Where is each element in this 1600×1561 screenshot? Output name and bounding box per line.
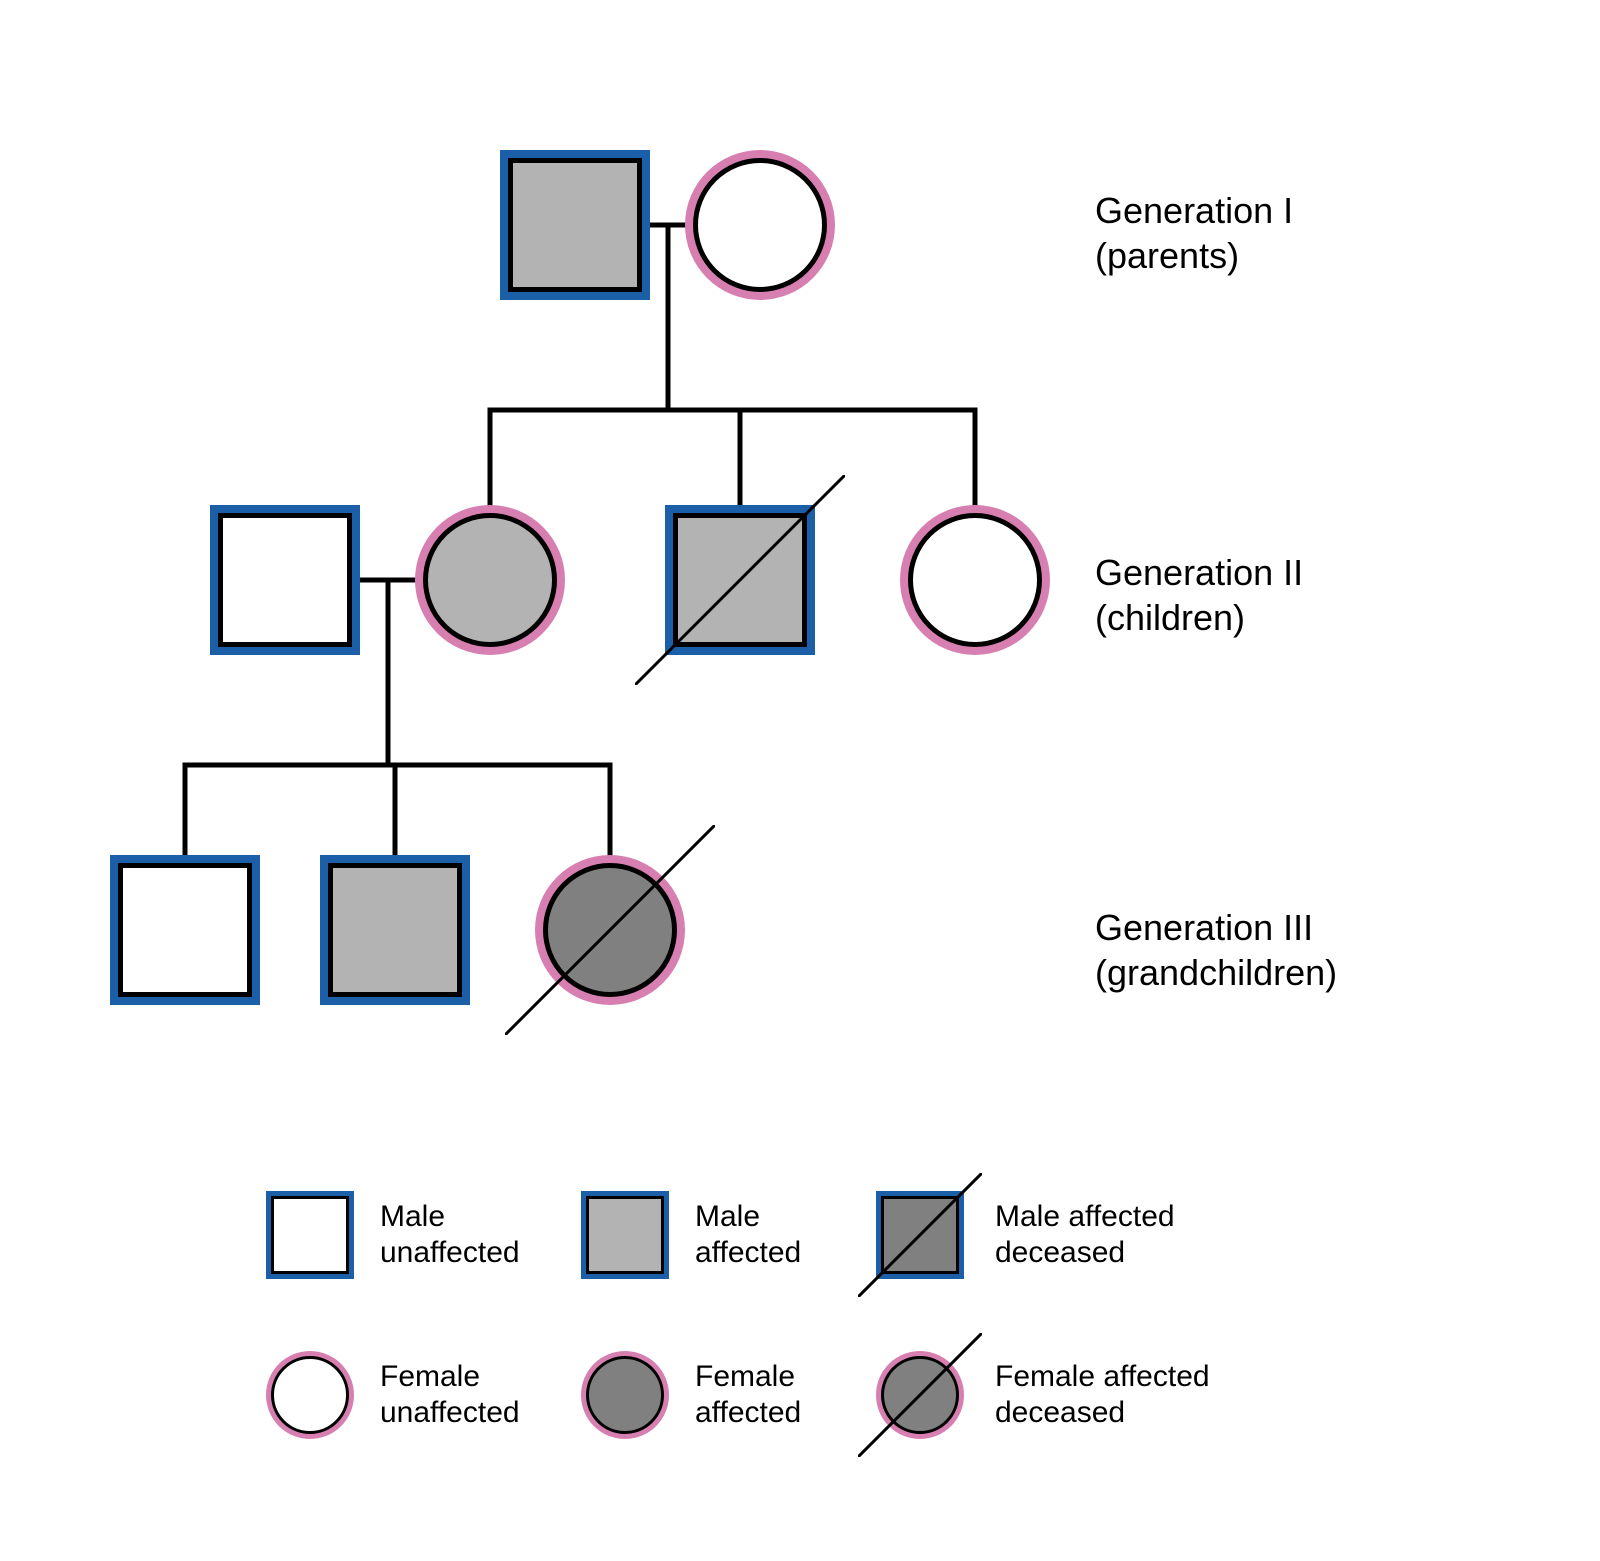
- leg-f-aff: [581, 1351, 669, 1439]
- iii-son2: [320, 855, 470, 1005]
- leg-m-dec-label-line2: deceased: [995, 1235, 1175, 1271]
- leg-f-aff-label-line1: Female: [695, 1359, 801, 1395]
- leg-f-dec-label-line2: deceased: [995, 1395, 1210, 1431]
- leg-m-dec: [876, 1191, 964, 1279]
- leg-f-aff-label: Femaleaffected: [695, 1359, 801, 1431]
- leg-f-dec: [876, 1351, 964, 1439]
- leg-m-un: [266, 1191, 354, 1279]
- label-gen1-line2: (parents): [1095, 233, 1293, 278]
- leg-m-aff-label-line1: Male: [695, 1199, 801, 1235]
- leg-m-dec-label: Male affecteddeceased: [995, 1199, 1175, 1271]
- leg-m-un-label-line1: Male: [380, 1199, 520, 1235]
- leg-m-aff-label: Maleaffected: [695, 1199, 801, 1271]
- i-father: [500, 150, 650, 300]
- leg-m-un-label: Maleunaffected: [380, 1199, 520, 1271]
- leg-m-aff: [581, 1191, 669, 1279]
- leg-m-aff-label-line2: affected: [695, 1235, 801, 1271]
- leg-f-dec-label: Female affecteddeceased: [995, 1359, 1210, 1431]
- leg-m-dec-label-line1: Male affected: [995, 1199, 1175, 1235]
- label-gen3-line1: Generation III: [1095, 905, 1337, 950]
- label-gen2-line2: (children): [1095, 595, 1303, 640]
- leg-f-dec-label-line1: Female affected: [995, 1359, 1210, 1395]
- iii-son1: [110, 855, 260, 1005]
- leg-m-un-label-line2: unaffected: [380, 1235, 520, 1271]
- label-gen3: Generation III(grandchildren): [1095, 905, 1337, 995]
- label-gen2-line1: Generation II: [1095, 550, 1303, 595]
- leg-f-un-label: Femaleunaffected: [380, 1359, 520, 1431]
- label-gen1: Generation I(parents): [1095, 188, 1293, 278]
- label-gen1-line1: Generation I: [1095, 188, 1293, 233]
- leg-f-aff-label-line2: affected: [695, 1395, 801, 1431]
- ii-husband: [210, 505, 360, 655]
- ii-son: [665, 505, 815, 655]
- iii-dau: [535, 855, 685, 1005]
- leg-f-un: [266, 1351, 354, 1439]
- ii-dau1: [415, 505, 565, 655]
- i-mother: [685, 150, 835, 300]
- label-gen2: Generation II(children): [1095, 550, 1303, 640]
- label-gen3-line2: (grandchildren): [1095, 950, 1337, 995]
- ii-dau2: [900, 505, 1050, 655]
- leg-f-un-label-line1: Female: [380, 1359, 520, 1395]
- pedigree-diagram: Generation I(parents) Generation II(child…: [0, 0, 1600, 1561]
- leg-f-un-label-line2: unaffected: [380, 1395, 520, 1431]
